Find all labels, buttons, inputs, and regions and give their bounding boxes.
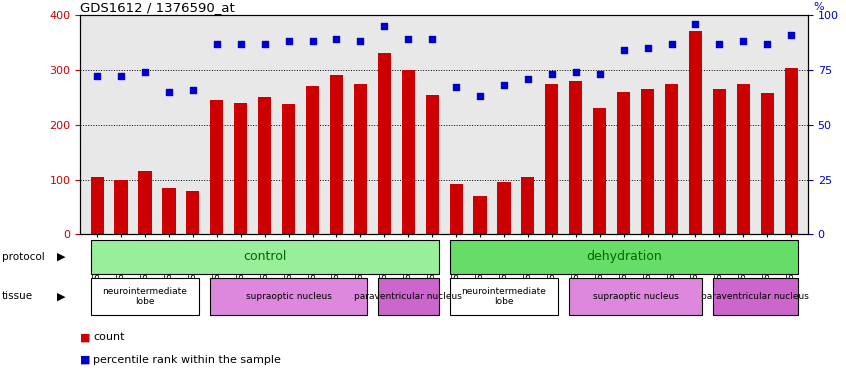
Point xyxy=(354,38,367,44)
Text: neurointermediate
lobe: neurointermediate lobe xyxy=(102,286,188,306)
Bar xyxy=(761,93,774,234)
Point xyxy=(712,40,726,46)
Point xyxy=(162,89,176,95)
Bar xyxy=(521,177,535,234)
Point xyxy=(497,82,511,88)
Bar xyxy=(114,180,128,234)
Point xyxy=(138,69,151,75)
Point xyxy=(545,71,558,77)
Bar xyxy=(593,108,607,234)
Bar xyxy=(210,100,223,234)
Bar xyxy=(784,68,798,234)
Point xyxy=(689,21,702,27)
Bar xyxy=(258,97,272,234)
Point xyxy=(473,93,486,99)
Bar xyxy=(641,89,654,234)
Bar xyxy=(426,94,439,234)
Bar xyxy=(139,171,151,234)
Text: ■: ■ xyxy=(80,333,91,342)
Bar xyxy=(546,84,558,234)
Bar xyxy=(737,84,750,234)
Bar xyxy=(689,32,702,234)
Point xyxy=(377,23,391,29)
Bar xyxy=(186,190,200,234)
Point xyxy=(521,76,535,82)
Point xyxy=(665,40,678,46)
Text: neurointermediate
lobe: neurointermediate lobe xyxy=(462,286,547,306)
Point xyxy=(737,38,750,44)
Point xyxy=(234,40,248,46)
Text: percentile rank within the sample: percentile rank within the sample xyxy=(93,355,281,365)
Point xyxy=(426,36,439,42)
Bar xyxy=(402,70,415,234)
Point xyxy=(761,40,774,46)
Point xyxy=(593,71,607,77)
Point xyxy=(186,87,200,93)
Bar xyxy=(377,278,439,315)
Text: supraoptic nucleus: supraoptic nucleus xyxy=(593,292,678,301)
Bar xyxy=(569,278,702,315)
Point xyxy=(449,84,463,90)
Point xyxy=(282,38,295,44)
Bar xyxy=(377,53,391,234)
Point xyxy=(305,38,319,44)
Point xyxy=(784,32,798,38)
Point xyxy=(330,36,343,42)
Point xyxy=(258,40,272,46)
Bar xyxy=(474,196,486,234)
Text: control: control xyxy=(243,251,286,263)
Point xyxy=(91,74,104,80)
Bar xyxy=(306,86,319,234)
Text: ▶: ▶ xyxy=(57,291,65,301)
Bar xyxy=(497,182,511,234)
Bar xyxy=(162,188,175,234)
Text: ▶: ▶ xyxy=(57,252,65,262)
Point xyxy=(617,47,630,53)
Text: count: count xyxy=(93,333,124,342)
Text: paraventricular nucleus: paraventricular nucleus xyxy=(354,292,462,301)
Bar xyxy=(713,89,726,234)
Text: GDS1612 / 1376590_at: GDS1612 / 1376590_at xyxy=(80,1,235,14)
Bar xyxy=(282,104,295,234)
Text: %: % xyxy=(814,2,824,12)
Text: tissue: tissue xyxy=(2,291,33,301)
Point xyxy=(569,69,583,75)
Point xyxy=(640,45,654,51)
Bar xyxy=(91,177,104,234)
Point xyxy=(402,36,415,42)
Bar xyxy=(449,240,798,274)
Bar xyxy=(569,81,582,234)
Text: protocol: protocol xyxy=(2,252,45,262)
Text: supraoptic nucleus: supraoptic nucleus xyxy=(245,292,332,301)
Text: ■: ■ xyxy=(80,355,91,365)
Text: paraventricular nucleus: paraventricular nucleus xyxy=(701,292,810,301)
Bar xyxy=(665,84,678,234)
Point xyxy=(114,74,128,80)
Bar xyxy=(449,184,463,234)
Bar xyxy=(713,278,798,315)
Bar xyxy=(210,278,367,315)
Bar xyxy=(91,278,200,315)
Bar xyxy=(449,278,558,315)
Bar xyxy=(91,240,439,274)
Bar xyxy=(234,103,247,234)
Point xyxy=(210,40,223,46)
Text: dehydration: dehydration xyxy=(585,251,662,263)
Bar xyxy=(617,92,630,234)
Bar xyxy=(354,84,367,234)
Bar xyxy=(330,75,343,234)
